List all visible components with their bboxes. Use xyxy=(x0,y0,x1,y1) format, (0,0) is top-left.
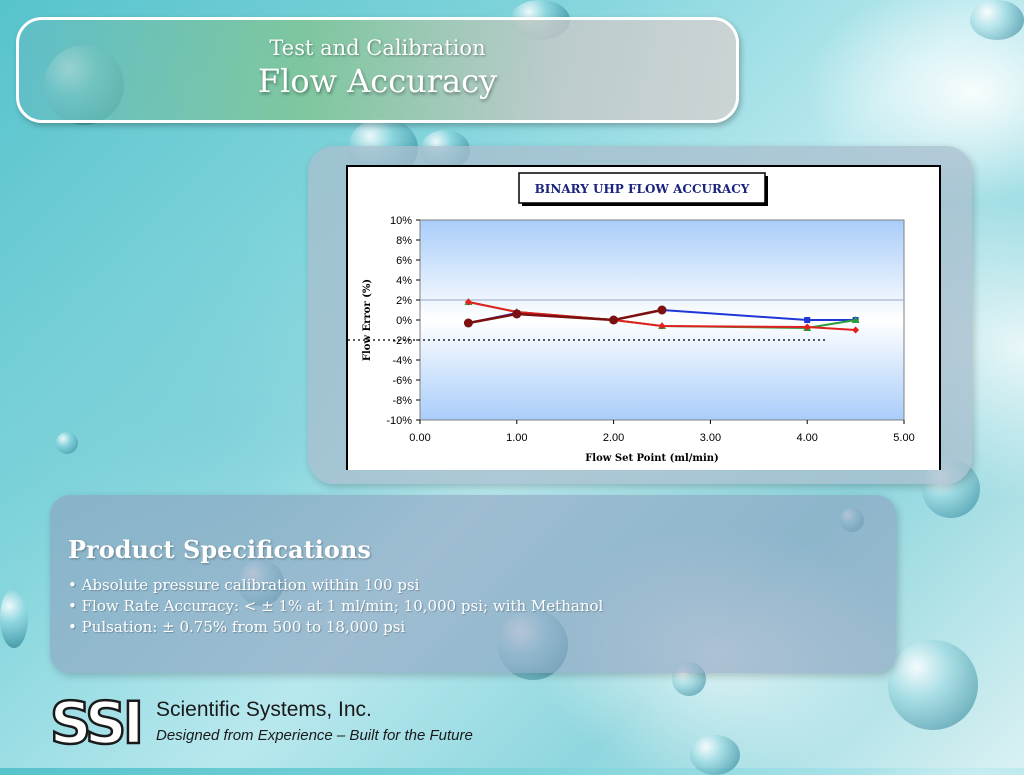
spec-item: • Flow Rate Accuracy: < ± 1% at 1 ml/min… xyxy=(68,597,604,615)
specifications-list: • Absolute pressure calibration within 1… xyxy=(68,575,603,638)
bubble-decoration xyxy=(0,588,28,648)
spec-item: • Absolute pressure calibration within 1… xyxy=(68,576,420,594)
slide-title: Flow Accuracy xyxy=(257,62,498,100)
company-logo: SSI xyxy=(48,691,145,749)
spec-item: • Pulsation: ± 0.75% from 500 to 18,000 … xyxy=(68,618,406,636)
data-point xyxy=(464,298,472,306)
series-line xyxy=(468,308,663,325)
y-tick-label: 8% xyxy=(396,235,412,247)
x-tick-label: 2.00 xyxy=(603,432,624,444)
svg-text:SSI: SSI xyxy=(50,691,141,749)
chart-title-box: BINARY UHP FLOW ACCURACY xyxy=(518,172,768,206)
bubble-decoration xyxy=(888,640,978,730)
data-point xyxy=(657,305,667,315)
x-tick-label: 5.00 xyxy=(893,432,914,444)
slide-subtitle: Test and Calibration xyxy=(269,36,486,60)
bubble-decoration xyxy=(690,735,740,775)
x-tick-label: 0.00 xyxy=(409,432,430,444)
y-tick-label: 10% xyxy=(390,215,412,227)
data-point xyxy=(512,309,522,319)
data-point xyxy=(463,318,473,328)
data-point xyxy=(658,322,666,330)
x-tick-label: 1.00 xyxy=(506,432,527,444)
data-point xyxy=(804,317,811,323)
x-tick-label: 4.00 xyxy=(796,432,817,444)
company-name: Scientific Systems, Inc. xyxy=(156,698,372,721)
flow-accuracy-chart: BINARY UHP FLOW ACCURACY 10% 8% 6% 4% 2% 0% -2… xyxy=(348,172,915,464)
company-tagline: Designed from Experience – Built for the… xyxy=(156,727,473,744)
chart-container: BINARY UHP FLOW ACCURACY 10% 8% 6% 4% 2% 0% -2… xyxy=(346,165,941,470)
data-point xyxy=(609,315,619,325)
y-tick-label: 2% xyxy=(396,295,412,307)
data-point xyxy=(851,316,860,323)
specifications-heading: Product Specifications xyxy=(68,535,371,564)
chart-title: BINARY UHP FLOW ACCURACY xyxy=(535,182,750,196)
y-tick-label: -6% xyxy=(392,375,412,387)
data-point xyxy=(852,326,860,334)
specifications-panel: Product Specifications • Absolute pressu… xyxy=(50,495,896,673)
y-tick-label: 6% xyxy=(396,255,412,267)
title-panel: Test and Calibration Flow Accuracy xyxy=(16,17,739,123)
x-tick-label: 3.00 xyxy=(700,432,721,444)
y-tick-label: 0% xyxy=(396,315,412,327)
y-tick-label: -2% xyxy=(392,335,412,347)
y-tick-label: -4% xyxy=(392,355,412,367)
y-tick-label: -10% xyxy=(386,415,412,427)
bubble-decoration xyxy=(56,432,78,454)
x-axis-label: Flow Set Point (ml/min) xyxy=(585,453,719,464)
series-line xyxy=(468,301,856,331)
y-tick-label: 4% xyxy=(396,275,412,287)
data-point xyxy=(803,323,811,331)
y-axis-label: Flow Error (%) xyxy=(362,279,373,361)
bubble-decoration xyxy=(970,0,1024,40)
y-tick-label: -8% xyxy=(392,395,412,407)
